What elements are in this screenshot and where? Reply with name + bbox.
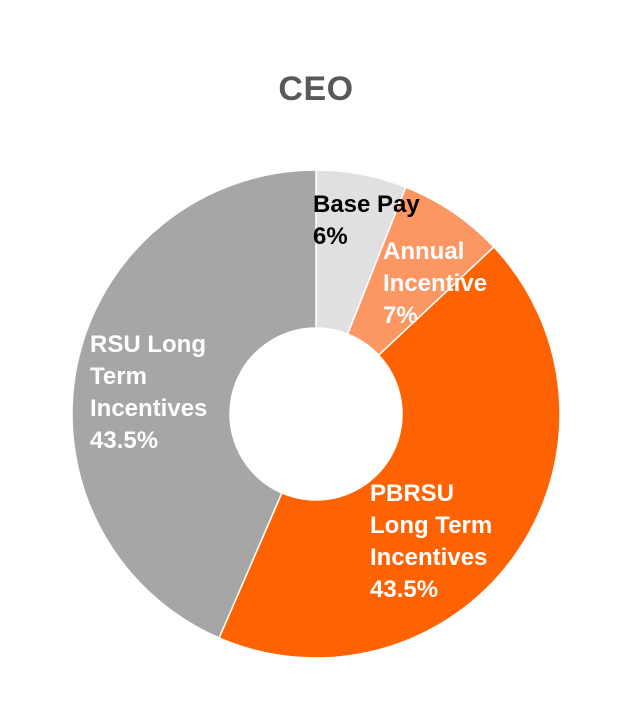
slice-label-line: Long Term xyxy=(370,512,492,539)
slice-label-3: RSU Long Term Incentives 43.5% xyxy=(90,331,207,454)
donut-slices xyxy=(71,169,561,659)
donut-slice-2 xyxy=(218,245,561,659)
slice-label-line: 43.5% xyxy=(90,427,158,454)
slice-label-1: Annual Incentive 7% xyxy=(383,238,487,329)
donut-slice-3 xyxy=(71,169,317,639)
slice-label-line: 43.5% xyxy=(370,576,438,603)
slice-label-line: Term xyxy=(90,363,147,390)
slice-label-line: Incentives xyxy=(370,544,487,571)
slice-label-0: Base Pay 6% xyxy=(313,191,420,250)
slice-labels: Base Pay 6% Annual Incentive 7% PBRSU Long Ter… xyxy=(90,191,492,603)
slice-label-line: 7% xyxy=(383,302,418,329)
slice-label-line: PBRSU xyxy=(370,480,454,507)
slice-label-line: 6% xyxy=(313,223,348,250)
slice-label-line: Incentive xyxy=(383,270,487,297)
slice-label-line: Incentives xyxy=(90,395,207,422)
slice-label-line: Base Pay xyxy=(313,191,420,218)
slice-label-line: RSU Long xyxy=(90,331,206,358)
chart-title: CEO xyxy=(278,70,354,108)
slice-label-line: Annual xyxy=(383,238,464,265)
slice-label-2: PBRSU Long Term Incentives 43.5% xyxy=(370,480,492,603)
